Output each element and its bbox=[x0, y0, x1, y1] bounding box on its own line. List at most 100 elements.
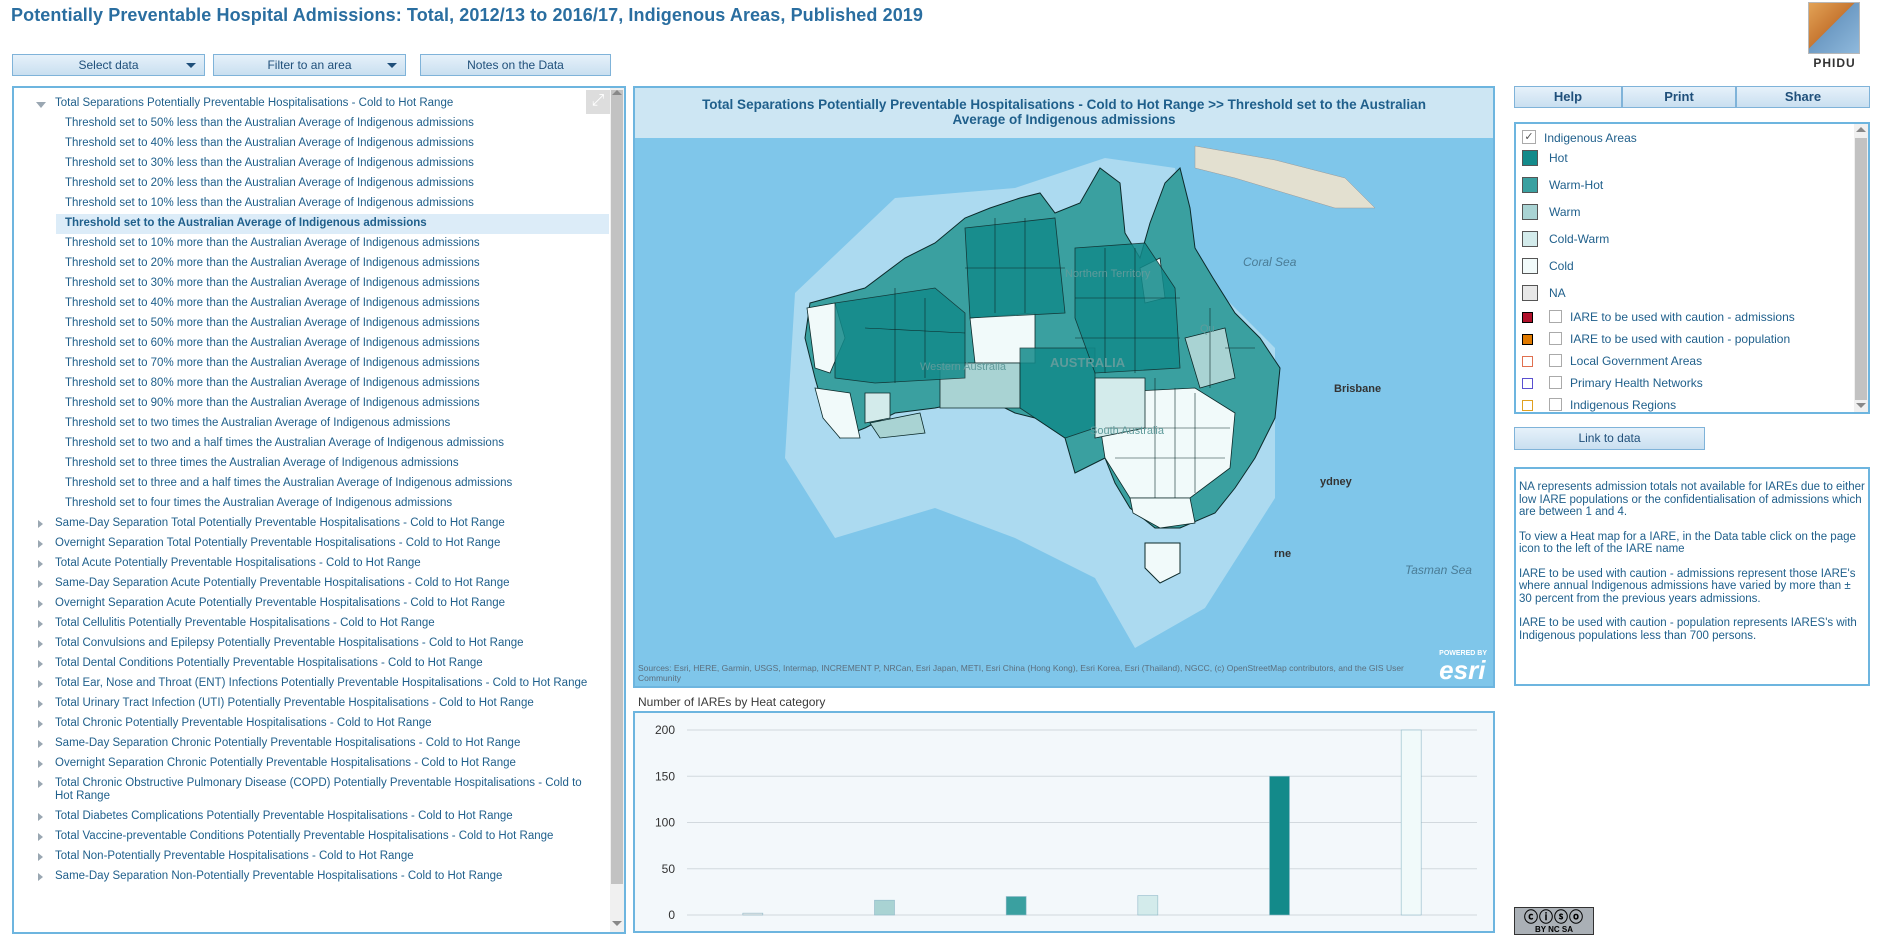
collapse-arrow-icon[interactable] bbox=[38, 720, 43, 728]
collapse-arrow-icon[interactable] bbox=[38, 660, 43, 668]
tree-item-indicator[interactable]: Same-Day Separation Chronic Potentially … bbox=[14, 734, 609, 754]
tree-item-indicator[interactable]: Total Acute Potentially Preventable Hosp… bbox=[14, 554, 609, 574]
collapse-arrow-icon[interactable] bbox=[38, 520, 43, 528]
collapse-arrow-icon[interactable] bbox=[38, 833, 43, 841]
collapse-arrow-icon[interactable] bbox=[38, 873, 43, 881]
legend-scrollbar-thumb[interactable] bbox=[1855, 138, 1867, 400]
collapse-arrow-icon[interactable] bbox=[38, 600, 43, 608]
esri-logo[interactable]: POWERED BY esri bbox=[1439, 650, 1487, 683]
print-button[interactable]: Print bbox=[1622, 86, 1736, 108]
overlay-checkbox[interactable] bbox=[1549, 310, 1562, 323]
map-canvas[interactable]: Coral Sea Tasman Sea Brisbane ydney rne … bbox=[635, 138, 1493, 686]
tree-item-label: Total Vaccine-preventable Conditions Pot… bbox=[55, 830, 554, 842]
collapse-arrow-icon[interactable] bbox=[38, 760, 43, 768]
bar-hot[interactable] bbox=[1269, 775, 1290, 916]
bar-warm[interactable] bbox=[874, 899, 895, 916]
share-button[interactable]: Share bbox=[1736, 86, 1870, 108]
y-tick-label: 200 bbox=[655, 723, 675, 737]
collapse-arrow-icon[interactable] bbox=[38, 580, 43, 588]
notes-on-data-button[interactable]: Notes on the Data bbox=[420, 54, 611, 76]
tree-item-threshold[interactable]: Threshold set to 70% more than the Austr… bbox=[14, 354, 609, 374]
tree-item-indicator[interactable]: Total Convulsions and Epilepsy Potential… bbox=[14, 634, 609, 654]
scroll-up-icon[interactable] bbox=[1856, 127, 1866, 132]
tree-item-indicator[interactable]: Total Diabetes Complications Potentially… bbox=[14, 807, 609, 827]
collapse-arrow-icon[interactable] bbox=[38, 540, 43, 548]
tree-item-threshold[interactable]: Threshold set to 10% less than the Austr… bbox=[14, 194, 609, 214]
y-tick-label: 100 bbox=[655, 816, 675, 830]
overlay-swatch bbox=[1522, 334, 1533, 345]
tree-item-indicator[interactable]: Total Chronic Potentially Preventable Ho… bbox=[14, 714, 609, 734]
scroll-down-icon[interactable] bbox=[612, 921, 622, 926]
select-data-button[interactable]: Select data bbox=[12, 54, 205, 76]
tree-item-threshold[interactable]: Threshold set to 20% more than the Austr… bbox=[14, 254, 609, 274]
collapse-arrow-icon[interactable] bbox=[38, 740, 43, 748]
tree-item-indicator[interactable]: Total Ear, Nose and Throat (ENT) Infecti… bbox=[14, 674, 609, 694]
overlay-checkbox[interactable] bbox=[1549, 376, 1562, 389]
tree-item-threshold[interactable]: Threshold set to 20% less than the Austr… bbox=[14, 174, 609, 194]
tree-item-indicator[interactable]: Same-Day Separation Total Potentially Pr… bbox=[14, 514, 609, 534]
tree-item-threshold[interactable]: Threshold set to four times the Australi… bbox=[14, 494, 609, 514]
help-button[interactable]: Help bbox=[1514, 86, 1622, 108]
bar-warm-hot[interactable] bbox=[1005, 896, 1027, 916]
collapse-arrow-icon[interactable] bbox=[38, 780, 43, 788]
tree-item-indicator[interactable]: Overnight Separation Total Potentially P… bbox=[14, 534, 609, 554]
collapse-arrow-icon[interactable] bbox=[38, 680, 43, 688]
collapse-arrow-icon[interactable] bbox=[38, 640, 43, 648]
tree-item-threshold[interactable]: Threshold set to two and a half times th… bbox=[14, 434, 609, 454]
tree-item-indicator[interactable]: Total Cellulitis Potentially Preventable… bbox=[14, 614, 609, 634]
tree-item-threshold[interactable]: Threshold set to two times the Australia… bbox=[14, 414, 609, 434]
overlay-checkbox[interactable] bbox=[1549, 354, 1562, 367]
australia-heat-map[interactable] bbox=[635, 138, 1493, 686]
tree-item-indicator[interactable]: Total Dental Conditions Potentially Prev… bbox=[14, 654, 609, 674]
scroll-down-icon[interactable] bbox=[1856, 403, 1866, 408]
overlay-label: Primary Health Networks bbox=[1570, 376, 1703, 390]
expand-arrow-icon[interactable] bbox=[36, 102, 46, 108]
link-to-data-button[interactable]: Link to data bbox=[1514, 427, 1705, 450]
tree-item-label: Threshold set to four times the Australi… bbox=[65, 497, 453, 509]
bar-cold[interactable] bbox=[1400, 729, 1422, 916]
bar-cold-warm[interactable] bbox=[1137, 895, 1159, 916]
tree-item-indicator[interactable]: Overnight Separation Chronic Potentially… bbox=[14, 754, 609, 774]
tree-item-threshold[interactable]: Threshold set to 50% more than the Austr… bbox=[14, 314, 609, 334]
tree-item-threshold[interactable]: Threshold set to three times the Austral… bbox=[14, 454, 609, 474]
tree-scrollbar-thumb[interactable] bbox=[611, 90, 623, 884]
tree-item-indicator[interactable]: Total Chronic Obstructive Pulmonary Dise… bbox=[14, 774, 609, 807]
map-attribution: Sources: Esri, HERE, Garmin, USGS, Inter… bbox=[638, 663, 1404, 683]
tree-item-indicator[interactable]: Total Non-Potentially Preventable Hospit… bbox=[14, 847, 609, 867]
tree-item-threshold[interactable]: Threshold set to 90% more than the Austr… bbox=[14, 394, 609, 414]
tree-item-label: Threshold set to 30% more than the Austr… bbox=[65, 277, 480, 289]
tree-item-threshold[interactable]: Threshold set to 30% more than the Austr… bbox=[14, 274, 609, 294]
tree-item-indicator[interactable]: Total Vaccine-preventable Conditions Pot… bbox=[14, 827, 609, 847]
tree-item-indicator[interactable]: Overnight Separation Acute Potentially P… bbox=[14, 594, 609, 614]
tree-item-indicator[interactable]: Same-Day Separation Acute Potentially Pr… bbox=[14, 574, 609, 594]
overlay-checkbox[interactable] bbox=[1549, 332, 1562, 345]
tree-item-threshold[interactable]: Threshold set to 80% more than the Austr… bbox=[14, 374, 609, 394]
tree-item-threshold[interactable]: Threshold set to 50% less than the Austr… bbox=[14, 114, 609, 134]
bar-na[interactable] bbox=[742, 912, 764, 916]
scroll-up-icon[interactable] bbox=[612, 90, 622, 95]
collapse-arrow-icon[interactable] bbox=[38, 560, 43, 568]
tree-item-threshold[interactable]: Threshold set to three and a half times … bbox=[14, 474, 609, 494]
tree-item-threshold[interactable]: Threshold set to 40% less than the Austr… bbox=[14, 134, 609, 154]
checkbox-checked-icon[interactable]: ✓ bbox=[1522, 130, 1536, 144]
legend-scrollbar[interactable] bbox=[1854, 124, 1868, 412]
overlay-checkbox[interactable] bbox=[1549, 398, 1562, 411]
resize-icon[interactable]: ⤢ bbox=[586, 90, 610, 114]
tree-item-threshold[interactable]: Threshold set to 40% more than the Austr… bbox=[14, 294, 609, 314]
collapse-arrow-icon[interactable] bbox=[38, 620, 43, 628]
tree-item-threshold[interactable]: Threshold set to 30% less than the Austr… bbox=[14, 154, 609, 174]
creative-commons-badge[interactable]: ⓒⓘⓢⓞ BY NC SA bbox=[1514, 907, 1594, 935]
collapse-arrow-icon[interactable] bbox=[38, 853, 43, 861]
tree-item-indicator[interactable]: Total Urinary Tract Infection (UTI) Pote… bbox=[14, 694, 609, 714]
tree-item-indicator[interactable]: Same-Day Separation Non-Potentially Prev… bbox=[14, 867, 609, 887]
tree-item-root[interactable]: Total Separations Potentially Preventabl… bbox=[14, 94, 609, 114]
tree-item-threshold[interactable]: Threshold set to 10% more than the Austr… bbox=[14, 234, 609, 254]
collapse-arrow-icon[interactable] bbox=[38, 700, 43, 708]
legend-label: Warm bbox=[1549, 205, 1581, 219]
chevron-down-icon bbox=[186, 63, 196, 68]
tree-item-threshold[interactable]: Threshold set to 60% more than the Austr… bbox=[14, 334, 609, 354]
tree-scrollbar[interactable] bbox=[610, 88, 624, 932]
collapse-arrow-icon[interactable] bbox=[38, 813, 43, 821]
tree-item-selected[interactable]: Threshold set to the Australian Average … bbox=[56, 214, 609, 234]
filter-area-button[interactable]: Filter to an area bbox=[213, 54, 406, 76]
